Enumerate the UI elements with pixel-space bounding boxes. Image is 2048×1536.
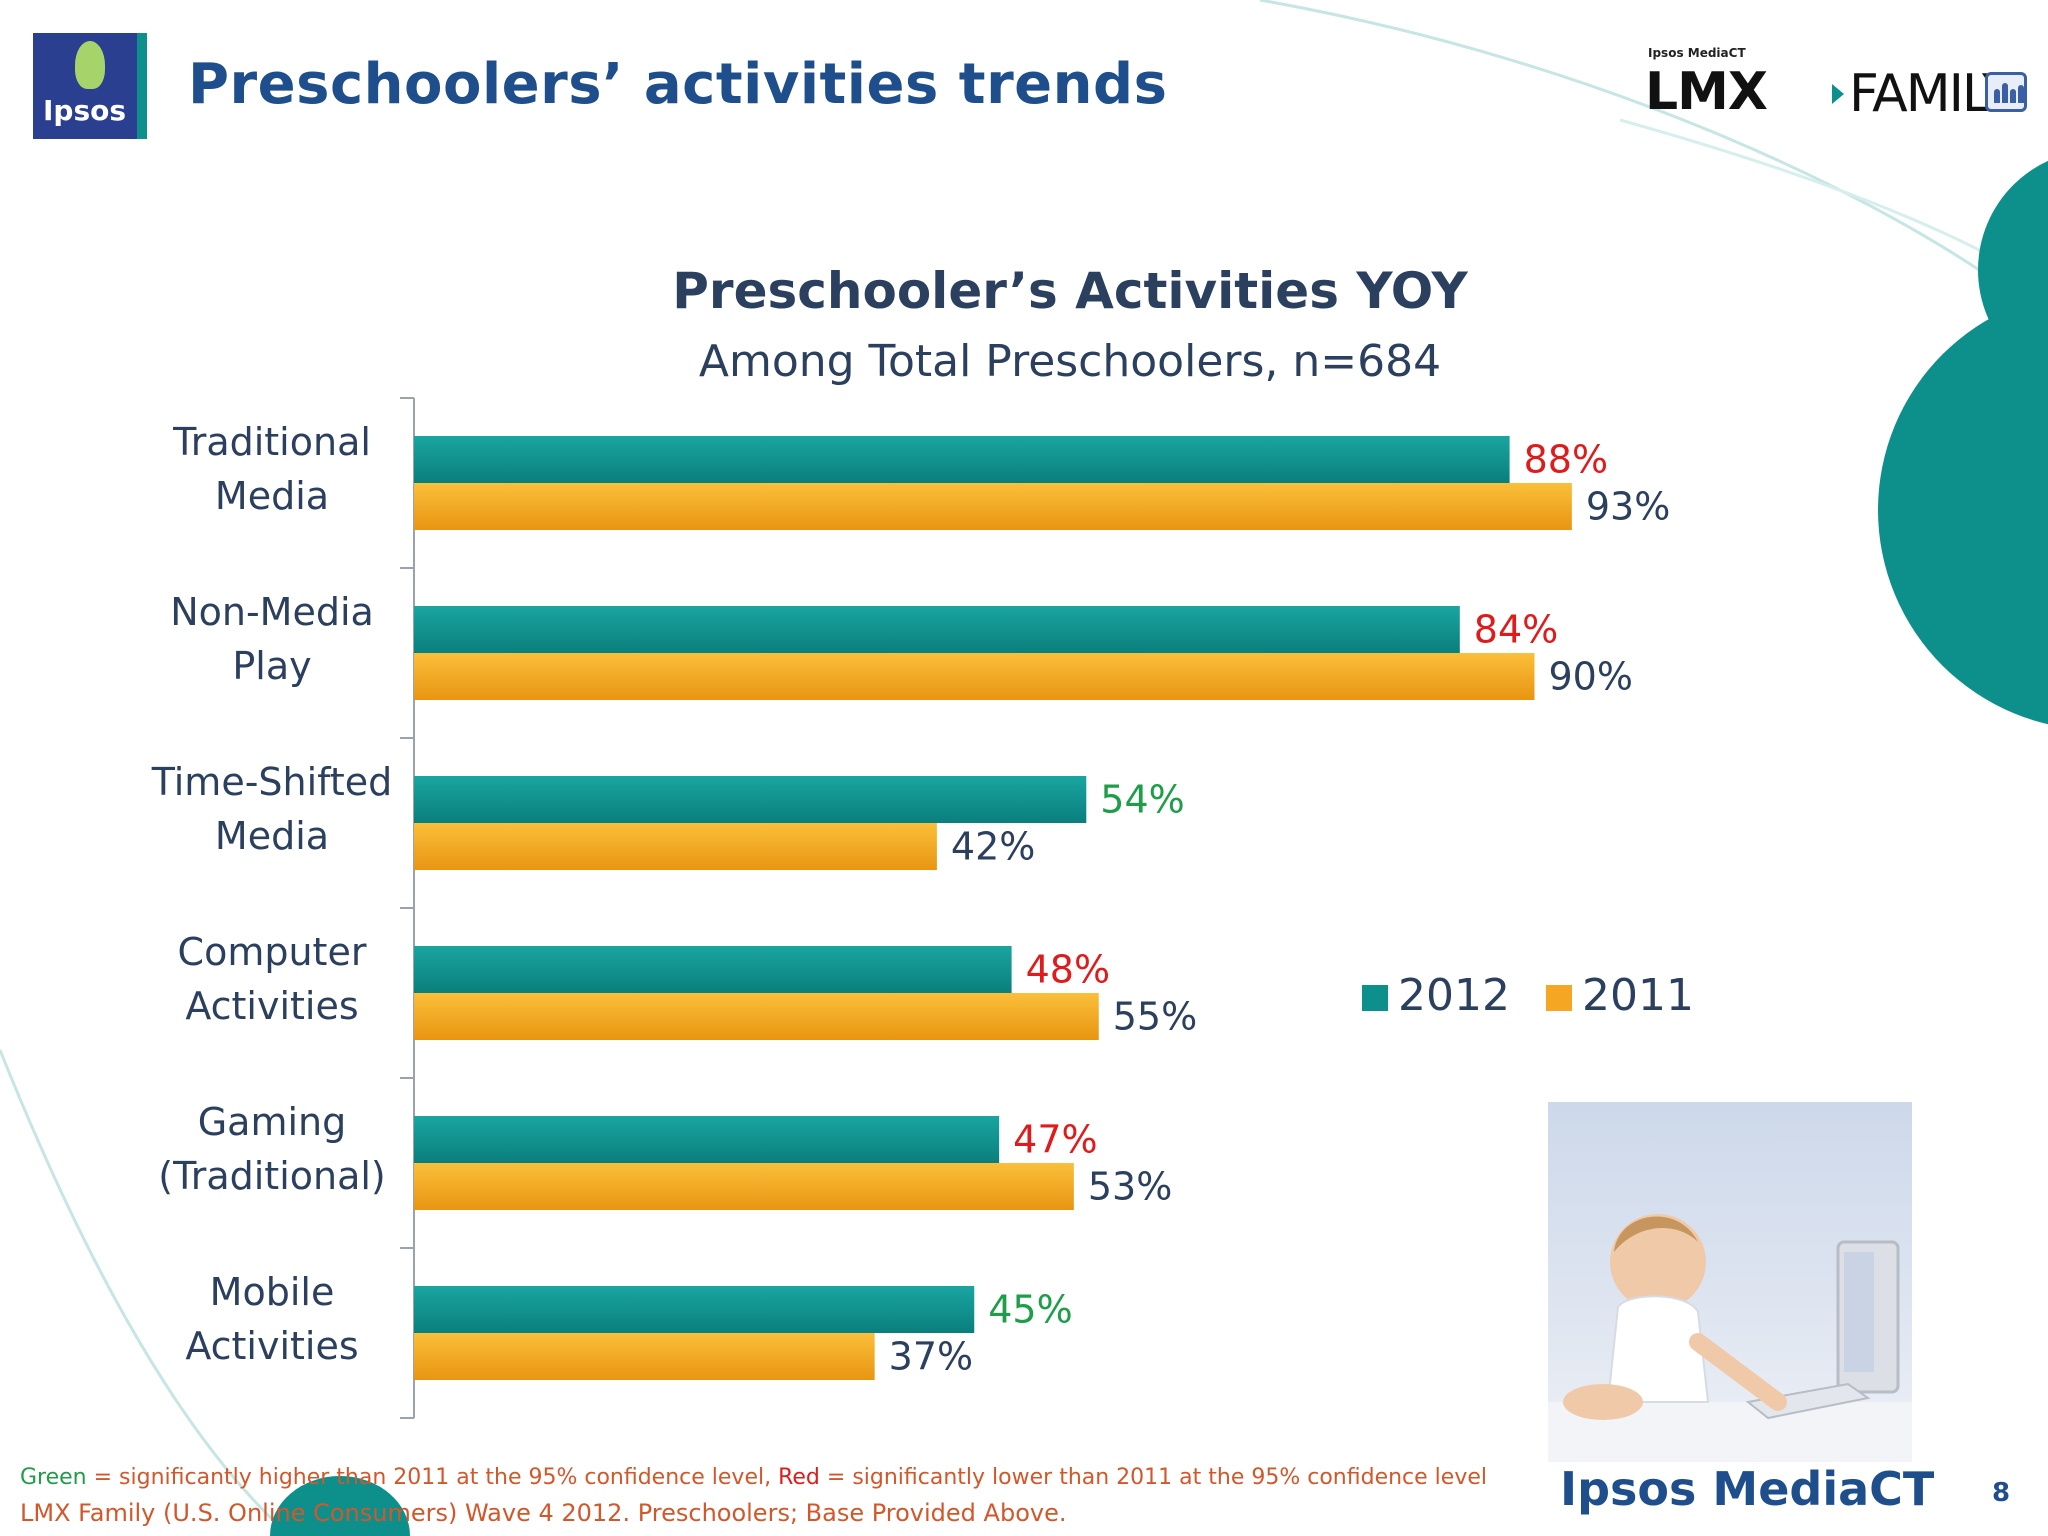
bar-2012 — [414, 1286, 975, 1333]
category-label: Gaming — [198, 1100, 347, 1144]
legend-swatch — [1362, 985, 1388, 1011]
data-label: 42% — [951, 825, 1035, 869]
footnote-green-word: Green — [20, 1465, 87, 1490]
data-label: 55% — [1113, 995, 1197, 1039]
footnote-green-text: = significantly higher than 2011 at the … — [86, 1465, 779, 1490]
ipsos-head-icon — [75, 41, 105, 89]
footnote-red-text: = significantly lower than 2011 at the 9… — [819, 1465, 1487, 1490]
legend-item-2011: 2011 — [1545, 970, 1694, 1021]
page-number: 8 — [1992, 1478, 2011, 1508]
data-label: 45% — [988, 1288, 1072, 1332]
source-note: LMX Family (U.S. Online Consumers) Wave … — [20, 1499, 1067, 1527]
bar-2012 — [414, 946, 1012, 993]
category-label: Computer — [178, 930, 367, 974]
data-label: 90% — [1549, 655, 1633, 699]
legend-swatch — [1545, 985, 1572, 1011]
category-label: Time-Shifted — [151, 760, 393, 804]
bar-2011 — [414, 483, 1572, 530]
legend-item-2012: 2012 — [1362, 970, 1510, 1021]
baby-computer-photo — [1548, 1102, 1912, 1462]
data-label: 84% — [1474, 608, 1558, 652]
photo-brand-text: Ipsos MediaCT — [1560, 1462, 1935, 1516]
category-label: Activities — [185, 984, 358, 1028]
ipsos-logo-text: Ipsos — [43, 94, 127, 127]
teal-circle-decoration — [270, 1476, 410, 1536]
category-label: Play — [232, 644, 311, 688]
data-label: 47% — [1013, 1118, 1097, 1162]
category-label: (Traditional) — [158, 1154, 386, 1198]
lmx-main-text: LMX — [1645, 62, 1768, 122]
lmx-small-text: Ipsos MediaCT — [1648, 46, 1746, 60]
bar-2011 — [414, 1333, 875, 1380]
bar-2012 — [414, 1116, 1000, 1163]
photo-illustration — [1548, 1214, 1912, 1462]
bar-2012 — [414, 606, 1460, 653]
ipsos-logo: Ipsos — [33, 33, 147, 139]
data-label: 88% — [1524, 438, 1608, 482]
footnote-red-word: Red — [778, 1465, 820, 1490]
bar-2012 — [414, 776, 1087, 823]
bar-2011 — [414, 653, 1535, 700]
family-icon — [1985, 72, 2027, 112]
category-label: Activities — [185, 1324, 358, 1368]
bar-2011 — [414, 1163, 1074, 1210]
significance-footnote: Green = significantly higher than 2011 a… — [20, 1465, 1487, 1490]
category-label: Media — [215, 814, 329, 858]
category-label: Non-Media — [170, 590, 374, 634]
teal-circle-decoration — [1878, 295, 2048, 725]
legend-label: 2012 — [1398, 970, 1510, 1021]
category-label: Mobile — [210, 1270, 335, 1314]
data-label: 37% — [889, 1335, 973, 1379]
data-label: 54% — [1100, 778, 1184, 822]
lmx-family-logo: Ipsos MediaCT LMX FAMILY — [1645, 44, 2035, 124]
chart-subtitle: Among Total Preschoolers, n=684 — [698, 336, 1442, 387]
category-label: Media — [215, 474, 329, 518]
bar-2012 — [414, 436, 1510, 483]
category-label: Traditional — [172, 420, 371, 464]
lmx-arrow-icon — [1832, 84, 1844, 104]
bar-2011 — [414, 823, 937, 870]
chart-legend: 2012 2011 — [1362, 970, 1716, 1021]
data-label: 53% — [1088, 1165, 1172, 1209]
data-label: 93% — [1586, 485, 1670, 529]
slide-title: Preschoolers’ activities trends — [188, 52, 1168, 117]
data-label: 48% — [1026, 948, 1110, 992]
legend-label: 2011 — [1581, 970, 1694, 1021]
chart-title: Preschooler’s Activities YOY — [672, 262, 1468, 320]
bar-2011 — [414, 993, 1099, 1040]
